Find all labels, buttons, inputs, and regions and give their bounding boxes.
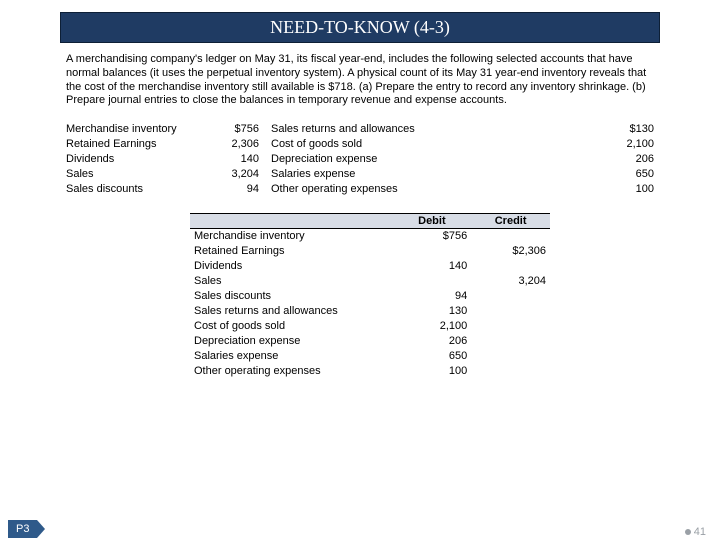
journal-row: Dividends140 xyxy=(190,259,550,274)
journal-header-row: Debit Credit xyxy=(190,214,550,229)
slide-title: NEED-TO-KNOW (4-3) xyxy=(270,17,450,37)
journal-debit: 130 xyxy=(393,304,472,319)
journal-debit: 206 xyxy=(393,334,472,349)
journal-debit: 650 xyxy=(393,349,472,364)
ledger-value: 206 xyxy=(599,152,654,167)
journal-debit xyxy=(393,244,472,259)
ledger-label: Sales discounts xyxy=(66,182,216,197)
problem-paragraph: A merchandising company's ledger on May … xyxy=(66,53,654,108)
journal-row: Cost of goods sold2,100 xyxy=(190,319,550,334)
ledger-label: Depreciation expense xyxy=(271,152,471,167)
journal-debit: 2,100 xyxy=(393,319,472,334)
journal-credit xyxy=(471,229,550,244)
journal-row: Sales returns and allowances130 xyxy=(190,304,550,319)
journal-debit: $756 xyxy=(393,229,472,244)
journal-header-credit: Credit xyxy=(471,214,550,229)
ledger-value: 650 xyxy=(599,167,654,182)
page-bullet-icon xyxy=(685,529,691,535)
journal-row: Sales 3,204 xyxy=(190,274,550,289)
journal-name: Sales discounts xyxy=(190,289,393,304)
ledger-label: Merchandise inventory xyxy=(66,122,216,137)
journal-row: Sales discounts94 xyxy=(190,289,550,304)
journal-credit xyxy=(471,349,550,364)
journal-credit xyxy=(471,334,550,349)
journal-name: Dividends xyxy=(190,259,393,274)
journal-header-debit: Debit xyxy=(393,214,472,229)
ledger-right-labels: Sales returns and allowances Cost of goo… xyxy=(271,122,471,197)
journal-debit: 140 xyxy=(393,259,472,274)
journal-credit xyxy=(471,304,550,319)
ledger-label: Sales returns and allowances xyxy=(271,122,471,137)
journal-name: Depreciation expense xyxy=(190,334,393,349)
journal-row: Merchandise inventory$756 xyxy=(190,229,550,244)
journal-row: Depreciation expense206 xyxy=(190,334,550,349)
journal-credit: 3,204 xyxy=(471,274,550,289)
ledger-value: 2,100 xyxy=(599,137,654,152)
page-number-value: 41 xyxy=(694,526,706,538)
ledger-value: 3,204 xyxy=(216,167,259,182)
ledger-label: Sales xyxy=(66,167,216,182)
journal-credit: $2,306 xyxy=(471,244,550,259)
ledger-right-values: $130 2,100 206 650 100 xyxy=(599,122,654,197)
journal-credit xyxy=(471,364,550,379)
journal-row: Other operating expenses100 xyxy=(190,364,550,379)
ledger-left-values: $756 2,306 140 3,204 94 xyxy=(216,122,271,197)
journal-name: Cost of goods sold xyxy=(190,319,393,334)
ledger-value: 94 xyxy=(216,182,259,197)
journal-row: Salaries expense650 xyxy=(190,349,550,364)
journal-credit xyxy=(471,319,550,334)
journal-header-blank xyxy=(190,214,393,229)
journal-name: Other operating expenses xyxy=(190,364,393,379)
ledger-value: 140 xyxy=(216,152,259,167)
journal-name: Retained Earnings xyxy=(190,244,393,259)
journal-entry-table: Debit Credit Merchandise inventory$756 R… xyxy=(190,213,550,379)
page-number: 41 xyxy=(685,526,706,538)
journal-name: Merchandise inventory xyxy=(190,229,393,244)
ledger-value: $130 xyxy=(599,122,654,137)
section-tag: P3 xyxy=(8,520,37,538)
journal-credit xyxy=(471,289,550,304)
journal-credit xyxy=(471,259,550,274)
ledger-value: $756 xyxy=(216,122,259,137)
ledger-label: Salaries expense xyxy=(271,167,471,182)
ledger-label: Dividends xyxy=(66,152,216,167)
journal-name: Salaries expense xyxy=(190,349,393,364)
ledger-left-labels: Merchandise inventory Retained Earnings … xyxy=(66,122,216,197)
ledger-label: Cost of goods sold xyxy=(271,137,471,152)
ledger-value: 2,306 xyxy=(216,137,259,152)
ledger-label: Other operating expenses xyxy=(271,182,471,197)
ledger-columns: Merchandise inventory Retained Earnings … xyxy=(66,122,654,197)
ledger-label: Retained Earnings xyxy=(66,137,216,152)
journal-debit: 94 xyxy=(393,289,472,304)
section-tag-label: P3 xyxy=(16,523,29,535)
journal-name: Sales xyxy=(190,274,393,289)
journal-debit xyxy=(393,274,472,289)
journal-name: Sales returns and allowances xyxy=(190,304,393,319)
slide-title-bar: NEED-TO-KNOW (4-3) xyxy=(60,12,660,43)
journal-debit: 100 xyxy=(393,364,472,379)
ledger-value: 100 xyxy=(599,182,654,197)
journal-row: Retained Earnings $2,306 xyxy=(190,244,550,259)
